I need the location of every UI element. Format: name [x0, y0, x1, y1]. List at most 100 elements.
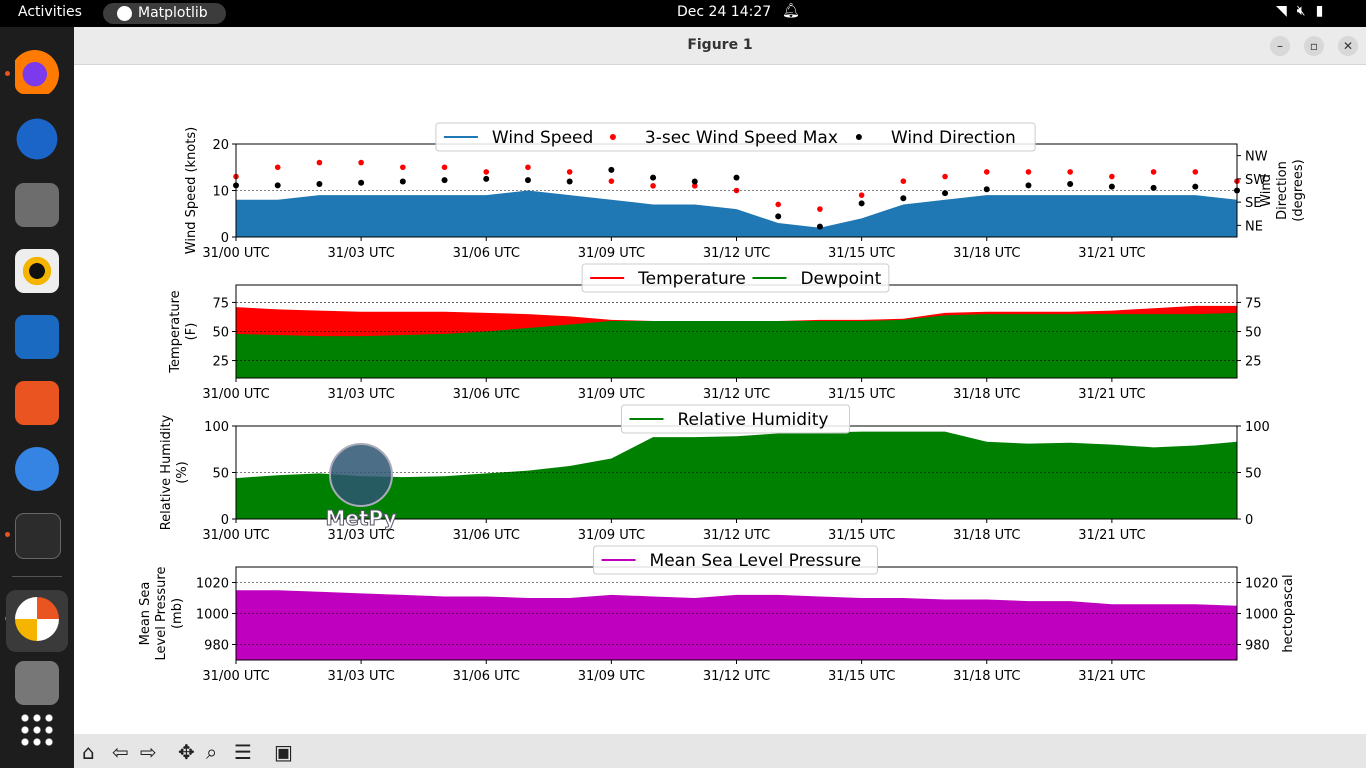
thunderbird-icon[interactable]	[15, 117, 59, 161]
firefox-icon[interactable]	[15, 50, 59, 94]
x-tick-label: 31/03 UTC	[327, 387, 394, 402]
clock[interactable]: Dec 24 14:27	[677, 4, 772, 20]
save-icon[interactable]: ▣	[274, 740, 293, 764]
metpy-logo: MetPy	[325, 443, 397, 531]
files-icon[interactable]	[15, 183, 59, 227]
back-icon[interactable]: ⇦	[112, 740, 129, 764]
y-tick-label: 75	[212, 296, 229, 311]
y2-tick-label: SW	[1245, 173, 1266, 188]
x-tick-label: 31/06 UTC	[453, 246, 520, 261]
y-axis-label: (F)	[184, 323, 199, 341]
x-tick-label: 31/18 UTC	[953, 528, 1020, 543]
x-tick-label: 31/15 UTC	[828, 246, 895, 261]
close-button[interactable]: ✕	[1338, 36, 1358, 56]
x-tick-label: 31/09 UTC	[578, 528, 645, 543]
y2-tick-label: NE	[1245, 219, 1263, 234]
data-point	[316, 181, 323, 188]
y-tick-label: 1020	[196, 577, 229, 592]
y2-axis-label: Direction	[1275, 161, 1290, 220]
y-axis-label: Wind Speed (knots)	[184, 127, 199, 254]
y2-tick-label: SE	[1245, 196, 1261, 211]
y-axis-label: Mean Sea	[138, 582, 153, 646]
minimize-button[interactable]: –	[1270, 36, 1290, 56]
data-point	[942, 190, 949, 197]
data-point	[608, 178, 615, 184]
data-point	[816, 223, 823, 230]
window-title: Figure 1	[687, 37, 753, 53]
logo-ring	[329, 443, 393, 507]
logo-globe	[330, 444, 392, 506]
app-menu-button[interactable]: Matplotlib	[103, 3, 226, 24]
legend-box	[620, 404, 851, 434]
data-point	[1192, 183, 1199, 190]
chart-panel-2: 25 50 75 25 50 75 31/00 UTC 31/03 UTC 31/06 UTC 3…	[168, 263, 1262, 402]
system-tray[interactable]: ◥🔇︎▮	[1276, 3, 1333, 19]
figure-canvas[interactable]: 0 1020 NE SE SW NW 31/00 UTC 31/03 UTC 31/06 UTC…	[74, 65, 1366, 735]
y2-tick-label: 0	[1245, 513, 1253, 528]
area-series	[236, 431, 1237, 519]
y2-axis-label: (degrees)	[1291, 159, 1306, 221]
legend-label: Mean Sea Level Pressure	[650, 551, 862, 571]
data-point	[441, 177, 448, 184]
x-tick-label: 31/12 UTC	[703, 246, 770, 261]
data-point	[691, 183, 698, 189]
data-point	[900, 195, 907, 202]
y2-tick-label: NW	[1245, 150, 1268, 165]
y2-tick-label: 980	[1245, 639, 1270, 654]
y-axis-label: Level Pressure	[154, 567, 169, 661]
data-point	[650, 183, 656, 189]
x-tick-label: 31/03 UTC	[327, 528, 394, 543]
rhythmbox-icon[interactable]	[15, 249, 59, 293]
writer-icon[interactable]	[15, 315, 59, 359]
help-icon[interactable]	[15, 447, 59, 491]
data-point	[316, 159, 323, 166]
data-point	[1067, 181, 1074, 188]
data-point	[858, 192, 865, 198]
x-tick-label: 31/03 UTC	[327, 669, 394, 684]
show-apps-icon[interactable]	[19, 712, 53, 746]
bell-icon[interactable]: 🔔︎	[782, 3, 800, 19]
x-tick-label: 31/09 UTC	[578, 246, 645, 261]
y-tick-label: 1000	[196, 608, 229, 623]
data-point	[608, 166, 615, 173]
app-center-icon[interactable]	[15, 381, 59, 425]
dock	[0, 27, 74, 768]
data-point	[566, 178, 573, 185]
data-point	[1109, 173, 1115, 180]
y-axis-label: Relative Humidity	[159, 414, 174, 530]
y2-tick-label: 1000	[1245, 608, 1278, 623]
title-bar: Figure 1 – ▫ ✕	[74, 27, 1366, 65]
data-point	[1150, 184, 1157, 191]
y2-axis-label: hectopascal	[1281, 574, 1296, 652]
x-tick-label: 31/00 UTC	[202, 387, 269, 402]
x-tick-label: 31/06 UTC	[453, 387, 520, 402]
zoom-icon[interactable]: ⌕	[206, 740, 218, 764]
matplotlib-icon[interactable]	[15, 597, 59, 641]
data-point	[399, 178, 406, 185]
activities-button[interactable]: Activities	[18, 4, 82, 20]
chart-panel-1: 0 10 20 NE SE SW NW 31/00 UTC 31/03 UTC 31/06 UTC…	[184, 122, 1306, 261]
data-point	[775, 201, 782, 208]
data-point	[983, 169, 990, 175]
terminal-icon[interactable]	[15, 513, 61, 559]
figure-window: Figure 1 – ▫ ✕ 0 10 20 NE SE SW NW 31/00 UTC 31/…	[74, 27, 1366, 768]
data-point	[1108, 183, 1115, 190]
home-icon[interactable]: ⌂	[82, 740, 95, 764]
data-point	[691, 178, 698, 185]
data-point	[400, 164, 406, 171]
x-tick-label: 31/00 UTC	[202, 669, 269, 684]
data-point	[566, 169, 573, 175]
pan-icon[interactable]: ✥	[178, 740, 195, 764]
maximize-button[interactable]: ▫	[1304, 36, 1324, 56]
data-point	[817, 206, 823, 212]
data-point	[525, 164, 531, 171]
x-tick-label: 31/18 UTC	[953, 246, 1020, 261]
forward-icon[interactable]: ⇨	[140, 740, 157, 764]
legend-label: Wind Direction	[891, 128, 1016, 148]
data-point	[858, 200, 865, 207]
trash-icon[interactable]	[15, 661, 59, 705]
configure-icon[interactable]: ☰	[234, 740, 252, 764]
x-tick-label: 31/03 UTC	[327, 246, 394, 261]
chart-panel-4: 980 1000 1020 980 1000 1020 31/00 UTC 31/03 UTC…	[138, 545, 1296, 684]
data-point	[1150, 169, 1157, 175]
